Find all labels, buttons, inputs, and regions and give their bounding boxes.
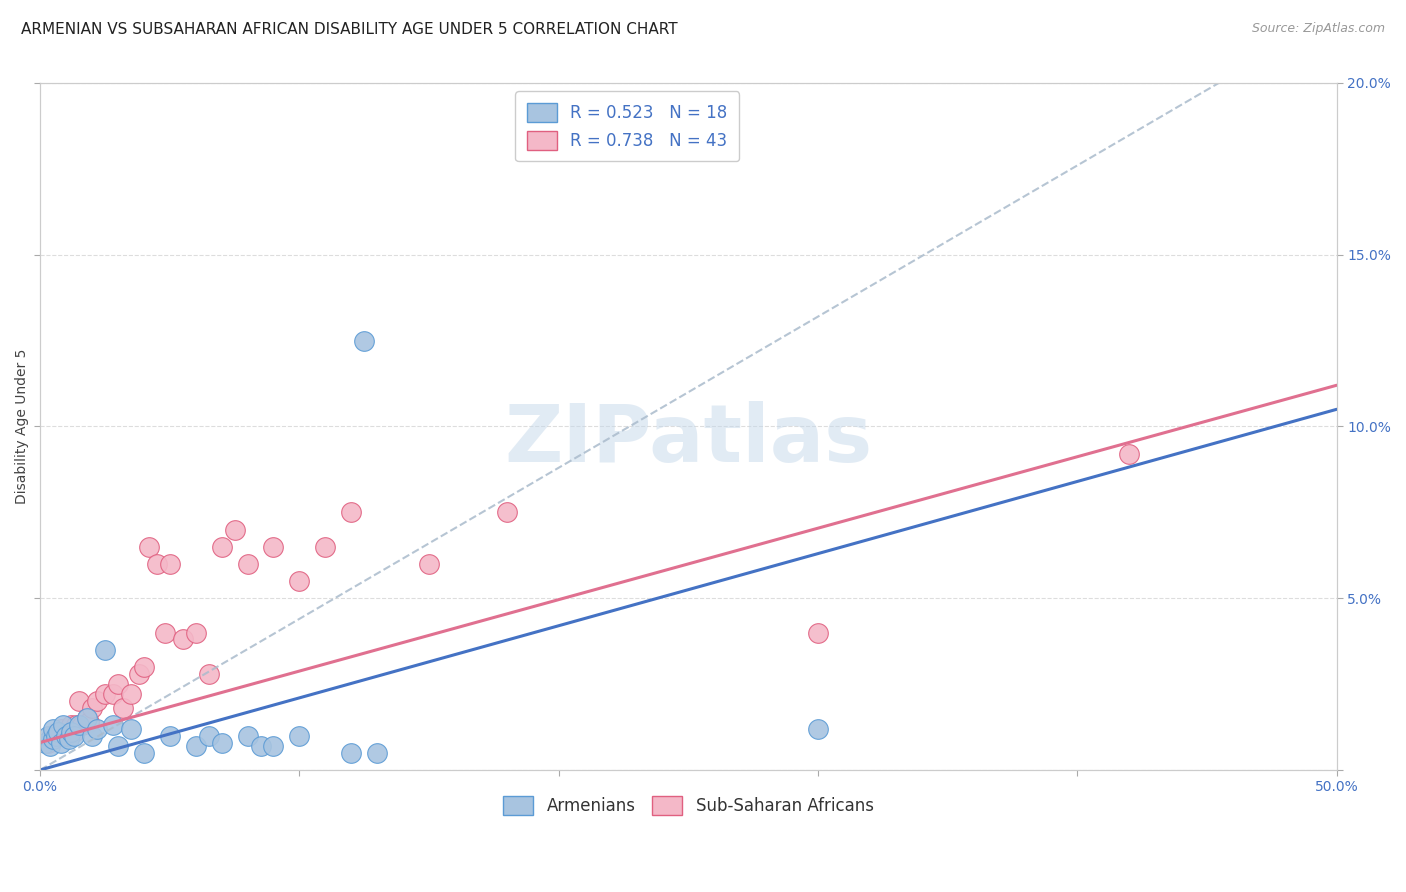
Point bbox=[58, 732, 80, 747]
Point bbox=[132, 660, 155, 674]
Point bbox=[132, 746, 155, 760]
Point bbox=[55, 725, 77, 739]
Point bbox=[80, 729, 103, 743]
Point bbox=[263, 739, 285, 753]
Text: Source: ZipAtlas.com: Source: ZipAtlas.com bbox=[1251, 22, 1385, 36]
Point bbox=[288, 729, 311, 743]
Point bbox=[807, 625, 830, 640]
Point bbox=[70, 718, 93, 732]
Point bbox=[496, 505, 519, 519]
Point bbox=[76, 711, 98, 725]
Point bbox=[366, 746, 388, 760]
Point bbox=[263, 540, 285, 554]
Point bbox=[42, 722, 65, 736]
Point bbox=[249, 739, 271, 753]
Point bbox=[159, 729, 181, 743]
Point bbox=[353, 334, 375, 348]
Point bbox=[76, 711, 98, 725]
Point bbox=[58, 722, 80, 736]
Point bbox=[39, 739, 62, 753]
Point bbox=[42, 732, 65, 747]
Point bbox=[101, 687, 124, 701]
Point bbox=[184, 739, 207, 753]
Point bbox=[34, 735, 56, 749]
Point bbox=[94, 687, 117, 701]
Point bbox=[172, 632, 194, 647]
Point bbox=[79, 714, 101, 729]
Text: ZIPatlas: ZIPatlas bbox=[505, 401, 873, 479]
Point bbox=[86, 694, 108, 708]
Point bbox=[55, 729, 77, 743]
Point bbox=[86, 722, 108, 736]
Point bbox=[49, 722, 72, 736]
Point bbox=[128, 666, 150, 681]
Point bbox=[340, 505, 363, 519]
Point bbox=[52, 729, 75, 743]
Y-axis label: Disability Age Under 5: Disability Age Under 5 bbox=[15, 349, 30, 504]
Point bbox=[60, 725, 83, 739]
Point bbox=[46, 725, 69, 739]
Point bbox=[46, 725, 69, 739]
Point bbox=[314, 540, 336, 554]
Point bbox=[236, 557, 259, 571]
Point bbox=[49, 735, 72, 749]
Point bbox=[340, 746, 363, 760]
Point bbox=[211, 735, 233, 749]
Point bbox=[101, 718, 124, 732]
Point bbox=[120, 687, 142, 701]
Point bbox=[45, 729, 67, 743]
Point bbox=[153, 625, 176, 640]
Point bbox=[107, 677, 129, 691]
Text: ARMENIAN VS SUBSAHARAN AFRICAN DISABILITY AGE UNDER 5 CORRELATION CHART: ARMENIAN VS SUBSAHARAN AFRICAN DISABILIT… bbox=[21, 22, 678, 37]
Point bbox=[211, 540, 233, 554]
Point bbox=[288, 574, 311, 588]
Point bbox=[107, 739, 129, 753]
Point bbox=[65, 718, 87, 732]
Point bbox=[184, 625, 207, 640]
Point bbox=[138, 540, 160, 554]
Point bbox=[197, 729, 219, 743]
Point bbox=[418, 557, 440, 571]
Point bbox=[146, 557, 169, 571]
Point bbox=[67, 718, 90, 732]
Point bbox=[42, 729, 65, 743]
Point bbox=[45, 729, 67, 743]
Point bbox=[94, 642, 117, 657]
Point bbox=[236, 729, 259, 743]
Point bbox=[197, 666, 219, 681]
Point bbox=[67, 694, 90, 708]
Point bbox=[80, 701, 103, 715]
Point bbox=[52, 718, 75, 732]
Point bbox=[37, 729, 59, 743]
Point bbox=[224, 523, 246, 537]
Legend: Armenians, Sub-Saharan Africans: Armenians, Sub-Saharan Africans bbox=[495, 788, 882, 823]
Point bbox=[112, 701, 135, 715]
Point bbox=[63, 729, 86, 743]
Point bbox=[39, 732, 62, 747]
Point bbox=[63, 725, 86, 739]
Point bbox=[1118, 447, 1140, 461]
Point bbox=[37, 735, 59, 749]
Point bbox=[159, 557, 181, 571]
Point bbox=[60, 718, 83, 732]
Point bbox=[120, 722, 142, 736]
Point bbox=[807, 722, 830, 736]
